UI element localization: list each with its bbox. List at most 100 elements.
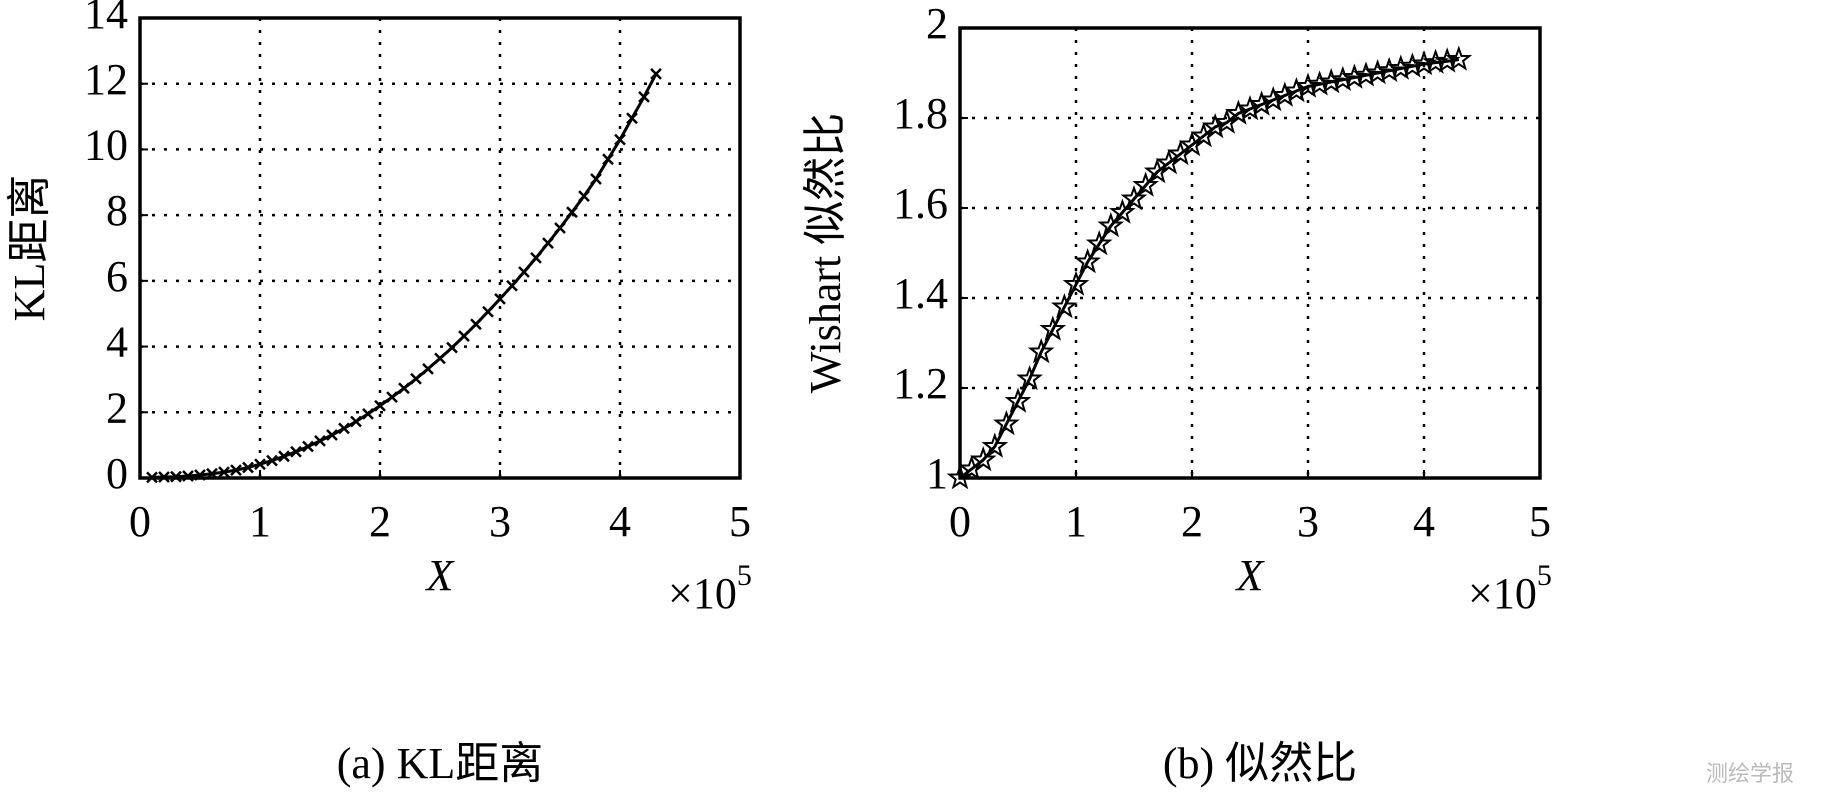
x-axis-label: X [1235,551,1266,600]
y-axis-label: Wishart 似然比 [801,113,850,394]
offset-base: ×10 [1468,569,1537,618]
marker [958,454,985,481]
marker [1190,121,1217,148]
x-offset-text: ×105 [1468,559,1552,618]
marker [338,422,350,435]
marker [170,470,182,483]
x-tick-label: 3 [1297,497,1319,546]
marker [946,463,974,490]
y-tick-label: 2 [106,383,128,432]
marker [290,445,302,458]
marker [1213,108,1241,134]
marker [518,266,530,278]
y-tick-label: 4 [106,318,128,367]
marker [981,432,1009,458]
chart-title: (b) 似然比 [1163,739,1357,788]
marker [230,464,242,476]
marker [218,466,230,478]
marker [614,133,626,146]
marker [194,469,206,481]
watermark: 测绘学报 [1706,762,1794,787]
marker [542,237,554,249]
marker [386,391,398,404]
marker [638,90,650,103]
marker [1399,52,1426,78]
x-tick-label: 2 [369,497,391,546]
marker [1352,61,1380,87]
marker [374,399,386,412]
marker [590,173,602,185]
marker [626,112,638,125]
marker [1364,58,1391,85]
marker [434,352,446,365]
x-tick-label: 2 [1181,497,1203,546]
marker [242,461,254,474]
y-tick-label: 1 [926,449,948,498]
marker [254,458,266,471]
x-axis-label: X [425,551,456,600]
marker [1097,211,1125,238]
x-tick-label: 4 [1413,497,1435,546]
marker [494,293,506,305]
marker [326,429,338,441]
marker [993,409,1020,436]
plot-frame [958,26,1542,480]
y-tick-label: 1.6 [893,179,948,228]
marker [969,445,997,472]
marker [314,434,326,447]
offset-exponent: 5 [737,559,752,592]
series [146,67,662,484]
marker [1167,139,1194,166]
y-tick-label: 1.2 [893,359,948,408]
marker [1387,54,1415,80]
x-tick-label: 0 [949,497,971,546]
data-line [959,58,1460,480]
marker [1132,171,1159,197]
marker [1306,70,1333,96]
marker [1074,247,1101,274]
marker [1120,184,1148,211]
marker [1004,387,1032,413]
marker [1433,47,1461,73]
marker [158,471,170,483]
x-tick-label: 4 [609,497,631,546]
marker [206,467,218,480]
y-tick-label: 1.4 [893,269,948,318]
x-tick-label: 5 [729,497,751,546]
marker [458,330,470,342]
marker [410,372,422,385]
offset-exponent: 5 [1537,559,1552,592]
plot-frame [138,16,742,480]
marker [1109,198,1136,224]
x-tick-label: 5 [1529,497,1551,546]
y-tick-label: 10 [84,121,128,170]
marker [1375,56,1403,82]
x-tick-label: 1 [249,497,271,546]
marker [302,440,314,453]
marker [566,206,578,219]
marker [482,305,494,318]
marker [1178,130,1206,157]
marker [446,341,458,354]
y-tick-label: 2 [926,0,948,48]
marker [1027,337,1055,364]
marker [470,318,482,331]
marker [182,470,194,482]
marker [278,450,290,463]
marker [1085,229,1113,256]
marker [1155,148,1183,175]
marker [1039,315,1067,341]
marker [554,222,566,234]
marker [266,454,278,467]
marker [1317,67,1345,94]
marker [578,190,590,202]
x-tick-label: 1 [1065,497,1087,546]
marker [398,382,410,395]
y-tick-label: 14 [84,0,128,38]
marker [506,279,518,292]
marker [1445,45,1473,71]
marker [1051,292,1078,319]
x-offset-text: ×105 [668,559,752,618]
marker [1143,157,1171,184]
